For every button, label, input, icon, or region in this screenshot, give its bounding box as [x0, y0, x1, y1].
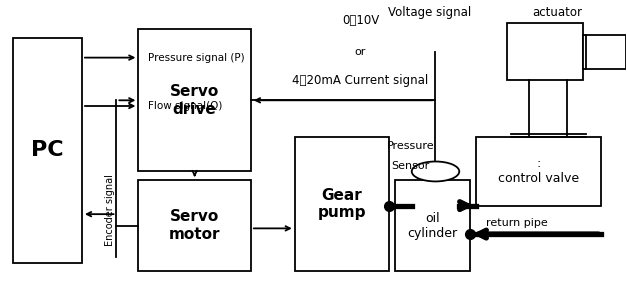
Text: Servo
motor: Servo motor	[169, 209, 220, 242]
Text: Sensor: Sensor	[391, 161, 429, 171]
Text: 0～10V: 0～10V	[342, 14, 379, 27]
Text: PC: PC	[31, 140, 64, 160]
Bar	[13, 38, 82, 263]
Ellipse shape	[412, 162, 459, 181]
Text: return pipe: return pipe	[485, 218, 547, 228]
Text: Pressure: Pressure	[387, 141, 435, 151]
Text: Voltage signal: Voltage signal	[387, 6, 471, 19]
Bar	[507, 23, 582, 80]
Text: Flow signal(Q): Flow signal(Q)	[148, 101, 222, 111]
Text: oil
cylinder: oil cylinder	[408, 212, 458, 240]
Text: or: or	[355, 47, 366, 57]
Text: Servo
drive: Servo drive	[170, 84, 219, 116]
Bar	[295, 137, 389, 271]
Bar	[476, 137, 601, 206]
Bar	[139, 180, 251, 271]
Text: 4～20mA Current signal: 4～20mA Current signal	[292, 74, 428, 87]
Text: actuator: actuator	[532, 6, 582, 19]
Text: Pressure signal (P): Pressure signal (P)	[148, 53, 245, 63]
Bar	[395, 180, 470, 271]
Bar	[139, 29, 251, 172]
Text: :
control valve: : control valve	[498, 158, 579, 185]
Bar	[582, 35, 626, 69]
Text: Encoder signal: Encoder signal	[105, 174, 115, 246]
Text: Gear
pump: Gear pump	[317, 188, 366, 221]
